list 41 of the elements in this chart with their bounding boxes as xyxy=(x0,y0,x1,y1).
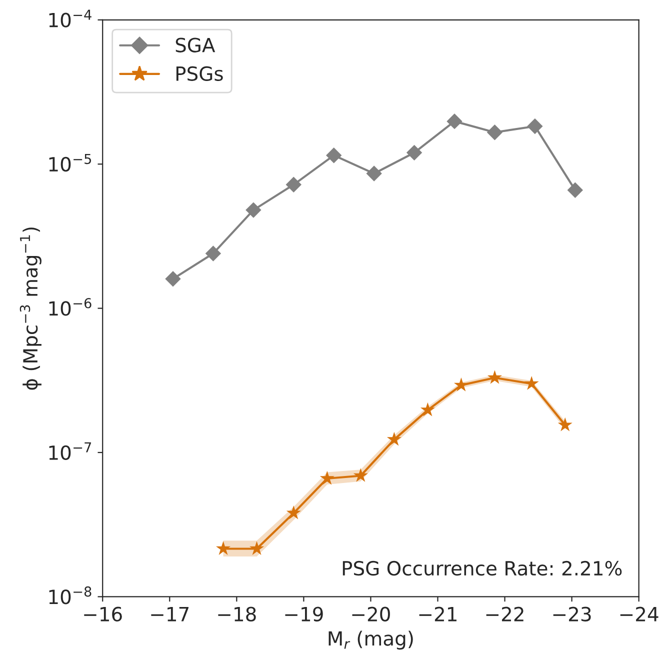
point xyxy=(286,176,302,193)
legend-label: SGA xyxy=(176,38,216,52)
x-tick-label: −20 xyxy=(352,606,390,622)
point xyxy=(205,246,222,262)
point xyxy=(386,432,402,446)
x-tick-label: −17 xyxy=(151,607,188,622)
point xyxy=(406,144,422,161)
x-tick-label: −21 xyxy=(419,606,456,622)
y-tick-label: 10$^{−6}$ xyxy=(49,298,92,316)
point xyxy=(250,541,264,555)
y-tick-label: 10$^{−4}$ xyxy=(49,10,92,28)
point xyxy=(420,402,435,416)
point xyxy=(487,370,502,384)
y-tick-label: 10$^{−7}$ xyxy=(49,442,92,460)
point xyxy=(524,376,539,390)
point xyxy=(353,468,368,482)
point xyxy=(527,118,543,134)
point xyxy=(366,166,382,182)
point xyxy=(246,202,262,218)
x-tick-label: −18 xyxy=(218,606,256,622)
point xyxy=(165,271,181,287)
point xyxy=(486,124,503,140)
legend-label: PSGs xyxy=(176,66,223,81)
x-tick-label: −16 xyxy=(84,606,122,622)
y-tick-label: 10$^{−5}$ xyxy=(49,154,91,172)
x-axis-title: M$_{r}$ (mag) xyxy=(328,630,413,650)
point xyxy=(454,378,468,392)
x-tick-label: −19 xyxy=(285,606,323,622)
point xyxy=(446,113,462,130)
point xyxy=(326,147,342,164)
y-axis-title: ϕ (Mpc$^{−3}$ mag$^{−1}$) xyxy=(20,228,42,390)
point xyxy=(216,541,231,555)
annotation: PSG Occurrence Rate: 2.21% xyxy=(342,560,622,576)
y-tick-label: 10$^{−8}$ xyxy=(49,586,92,604)
point xyxy=(286,505,301,520)
point xyxy=(567,182,584,198)
x-tick-label: −22 xyxy=(486,606,524,622)
point xyxy=(558,417,572,432)
point xyxy=(320,470,334,485)
x-tick-label: −24 xyxy=(620,606,658,622)
x-tick-label: −23 xyxy=(553,606,591,622)
